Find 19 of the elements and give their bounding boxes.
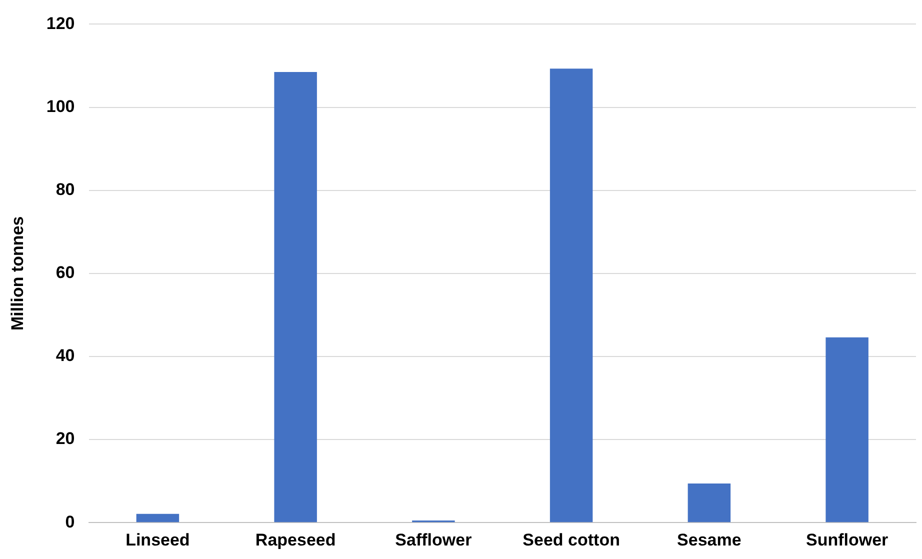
x-tick-label: Safflower <box>395 530 472 550</box>
x-tick-label: Sesame <box>677 530 742 550</box>
y-tick-label: 100 <box>46 96 75 116</box>
x-tick-label: Seed cotton <box>522 530 620 550</box>
x-tick-label: Linseed <box>126 530 190 550</box>
y-tick-label: 60 <box>56 263 75 282</box>
y-tick-label: 0 <box>65 512 75 532</box>
y-tick-label: 80 <box>56 180 75 200</box>
bar <box>550 68 593 522</box>
y-tick-label: 20 <box>56 429 75 448</box>
bar <box>136 514 180 522</box>
bar <box>688 484 731 522</box>
bar <box>274 72 317 522</box>
y-tick-label: 40 <box>56 346 75 366</box>
y-tick-label: 120 <box>46 14 75 33</box>
x-tick-label: Rapeseed <box>255 530 336 550</box>
y-axis-title: Million tonnes <box>8 216 27 331</box>
x-tick-label: Sunflower <box>806 530 889 550</box>
bar <box>826 337 868 522</box>
